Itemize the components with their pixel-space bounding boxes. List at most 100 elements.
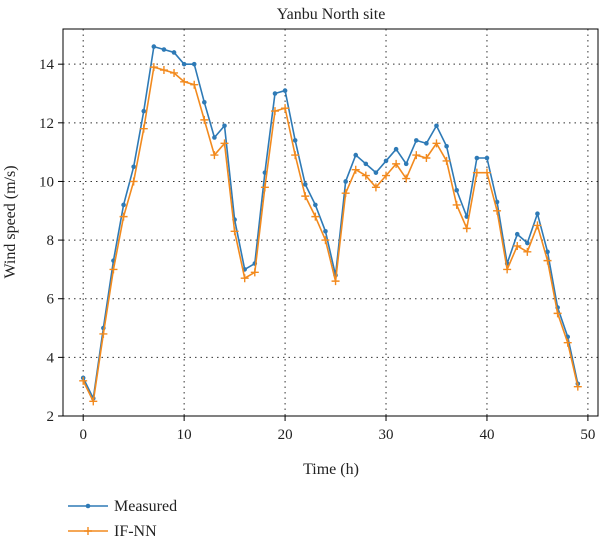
data-point-measured — [403, 161, 409, 167]
data-point-if-nn — [523, 247, 532, 256]
data-point-measured — [525, 240, 530, 246]
data-point-if-nn — [432, 139, 441, 148]
data-point-if-nn — [351, 165, 360, 174]
y-tick-label: 2 — [47, 409, 55, 425]
data-point-measured — [292, 138, 298, 143]
data-point-if-nn — [371, 183, 380, 192]
data-point-if-nn — [573, 382, 582, 391]
data-point-if-nn — [442, 156, 451, 165]
data-point-measured — [363, 161, 369, 167]
data-point-measured — [535, 211, 540, 217]
x-tick-label: 0 — [79, 427, 87, 443]
data-point-measured — [434, 123, 439, 129]
data-point-if-nn — [79, 376, 88, 385]
data-point-if-nn — [462, 224, 471, 233]
chart-title: Yanbu North site — [277, 6, 386, 23]
y-tick-label: 12 — [39, 116, 54, 132]
data-point-if-nn — [220, 139, 229, 148]
y-tick-label: 6 — [47, 292, 55, 308]
x-tick-label: 20 — [278, 427, 293, 443]
data-point-measured — [282, 88, 288, 93]
data-point-measured — [272, 91, 278, 96]
x-tick-label: 30 — [379, 427, 394, 443]
data-point-if-nn — [311, 212, 320, 221]
x-axis-label: Time (h) — [303, 461, 359, 478]
series-line-if-nn — [82, 66, 579, 403]
y-tick-label: 4 — [47, 350, 55, 366]
data-point-measured — [121, 202, 126, 208]
legend: Measured IF-NN — [68, 498, 177, 539]
data-point-measured — [202, 99, 207, 105]
data-point-if-nn — [250, 268, 259, 277]
data-point-if-nn — [89, 397, 98, 406]
y-tick-label: 14 — [39, 57, 55, 73]
data-point-if-nn — [321, 236, 330, 245]
x-tick-label: 10 — [177, 427, 192, 443]
data-point-measured — [474, 155, 480, 161]
data-point-if-nn — [109, 265, 118, 274]
x-tick-label: 40 — [479, 427, 494, 443]
data-point-measured — [212, 135, 217, 140]
x-tick-label: 50 — [580, 427, 595, 443]
data-point-if-nn — [563, 338, 572, 347]
data-point-if-nn — [533, 221, 542, 230]
data-point-if-nn — [190, 80, 199, 89]
ticks: 0 10 20 30 40 50 2 4 6 8 10 12 14 — [39, 57, 595, 443]
data-point-measured — [181, 61, 187, 67]
y-axis-label: Wind speed (m/s) — [2, 165, 19, 278]
data-point-if-nn — [230, 227, 239, 236]
data-point-if-nn — [139, 124, 148, 133]
data-point-if-nn — [553, 309, 562, 318]
legend-label-ifnn: IF-NN — [114, 523, 157, 539]
legend-label-measured: Measured — [114, 498, 177, 515]
data-point-if-nn — [361, 171, 370, 180]
series-layer — [79, 44, 582, 406]
data-point-if-nn — [412, 151, 421, 160]
data-point-if-nn — [159, 66, 168, 75]
data-point-if-nn — [119, 212, 128, 221]
data-point-measured — [484, 155, 490, 161]
data-point-if-nn — [503, 265, 512, 274]
data-point-if-nn — [482, 168, 491, 177]
data-point-measured — [494, 199, 500, 205]
data-point-if-nn — [99, 329, 108, 338]
data-point-if-nn — [402, 174, 411, 183]
data-point-measured — [191, 61, 197, 67]
data-point-if-nn — [270, 107, 279, 116]
data-point-measured — [161, 47, 167, 52]
data-point-measured — [424, 141, 429, 146]
data-point-measured — [444, 143, 449, 149]
data-point-measured — [131, 164, 136, 170]
data-point-if-nn — [422, 154, 431, 162]
data-point-if-nn — [513, 241, 522, 250]
data-point-if-nn — [331, 277, 340, 286]
data-point-if-nn — [149, 63, 158, 72]
data-point-measured — [343, 179, 348, 184]
data-point-measured — [302, 182, 308, 187]
data-point-if-nn — [180, 77, 189, 86]
data-point-if-nn — [291, 151, 300, 160]
data-point-if-nn — [493, 206, 502, 215]
data-point-measured — [545, 249, 550, 255]
data-point-if-nn — [382, 171, 391, 180]
data-point-if-nn — [392, 159, 401, 168]
plot-frame — [62, 28, 599, 417]
data-point-measured — [373, 170, 379, 175]
grid — [63, 29, 598, 417]
data-point-measured — [171, 50, 177, 55]
y-tick-label: 10 — [39, 174, 54, 190]
series-line-measured — [82, 45, 579, 400]
data-point-if-nn — [240, 274, 249, 283]
data-point-if-nn — [210, 151, 219, 160]
data-point-if-nn — [129, 177, 138, 186]
data-point-if-nn — [200, 115, 209, 124]
data-point-if-nn — [452, 200, 461, 209]
data-point-if-nn — [301, 192, 310, 201]
legend-marker-measured — [85, 503, 91, 509]
data-point-if-nn — [341, 189, 350, 198]
data-point-measured — [313, 202, 318, 208]
data-point-measured — [414, 138, 419, 143]
data-point-measured — [323, 228, 328, 234]
data-point-measured — [454, 187, 459, 193]
